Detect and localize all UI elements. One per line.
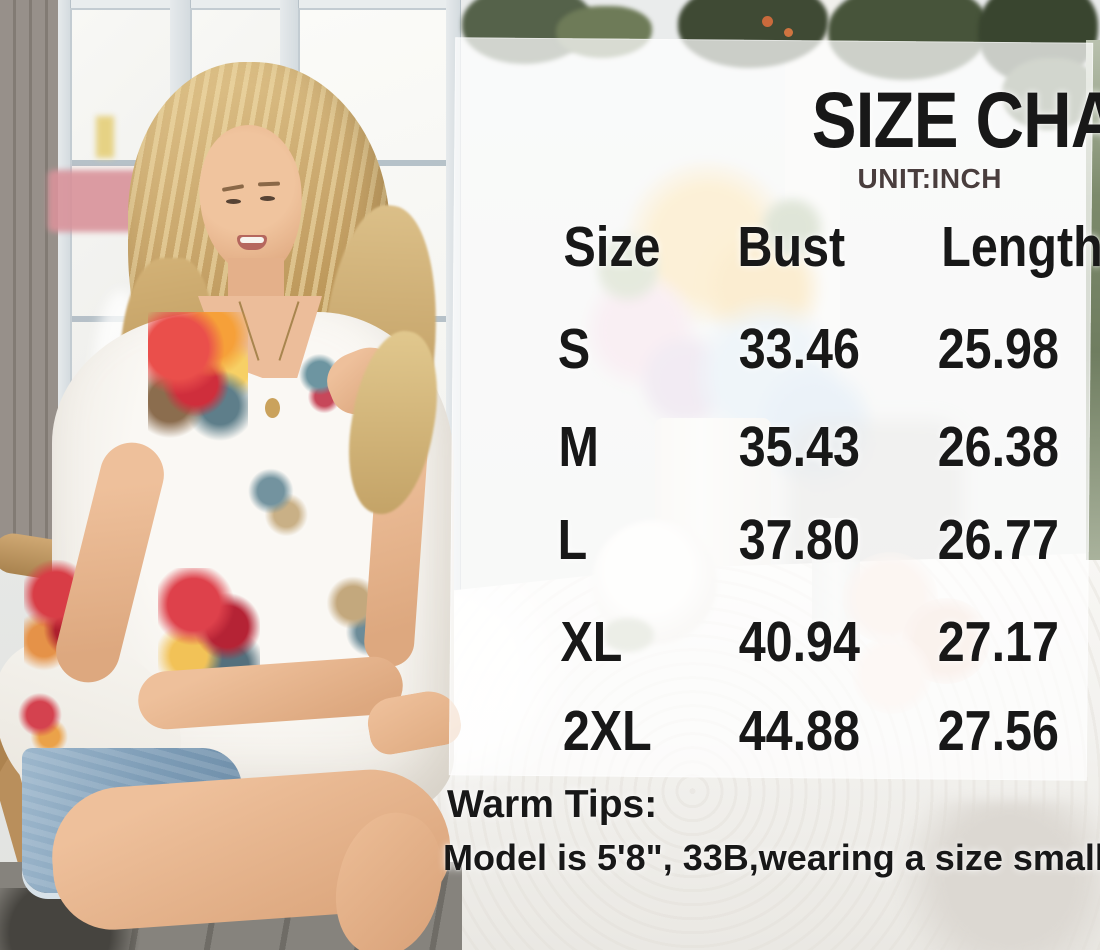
size-chart-title-text: SIZE CHART: [811, 75, 1100, 164]
column-header-length: Length: [941, 215, 1100, 279]
model-eye: [226, 199, 241, 204]
size-value: M: [558, 415, 599, 479]
length-value: 27.17: [937, 610, 1059, 674]
table-row: XL 40.94 27.17: [450, 612, 1080, 672]
model-eye: [260, 196, 275, 201]
column-header-bust: Bust: [737, 215, 846, 279]
length-value: 26.38: [937, 415, 1059, 479]
unit-label: UNIT:INCH: [857, 163, 1002, 194]
table-header-row: Size Bust Length: [450, 215, 1100, 279]
bust-value: 44.88: [738, 699, 860, 763]
model-teeth: [240, 237, 264, 243]
bust-value: 35.43: [738, 415, 860, 479]
table-row: 2XL 44.88 27.56: [450, 701, 1080, 761]
foliage-berry: [762, 16, 773, 27]
shirt-flower-print: [148, 312, 248, 442]
model-info-line: Model is 5'8", 33B,wearing a size small.: [443, 837, 1100, 878]
tablecloth-shadow: [880, 800, 1100, 950]
table-row: M 35.43 26.38: [450, 417, 1080, 477]
column-header-size: Size: [563, 215, 661, 279]
size-value: S: [557, 317, 591, 381]
street-reflection-red: [48, 170, 140, 232]
length-value: 25.98: [937, 317, 1059, 381]
bust-value: 37.80: [738, 508, 860, 572]
size-value: 2XL: [562, 699, 652, 763]
table-row: S 33.46 25.98: [450, 319, 1080, 379]
foliage-berry: [784, 28, 793, 37]
warm-tips-heading: Warm Tips:: [447, 783, 658, 826]
length-value: 27.56: [937, 699, 1059, 763]
size-value: L: [557, 508, 588, 572]
table-row: L 37.80 26.77: [450, 510, 1080, 570]
length-value: 26.77: [937, 508, 1059, 572]
shirt-flower-print: [246, 460, 308, 538]
bust-value: 40.94: [738, 610, 860, 674]
size-value: XL: [560, 610, 623, 674]
size-chart-title: SIZE CHART: [587, 74, 1100, 166]
shirt-flower-print: [12, 686, 74, 758]
bust-value: 33.46: [738, 317, 860, 381]
model-eyebrow: [257, 181, 281, 187]
necklace-pendant: [265, 398, 280, 418]
wood-siding: [0, 0, 60, 545]
street-reflection-yellow: [96, 116, 114, 158]
